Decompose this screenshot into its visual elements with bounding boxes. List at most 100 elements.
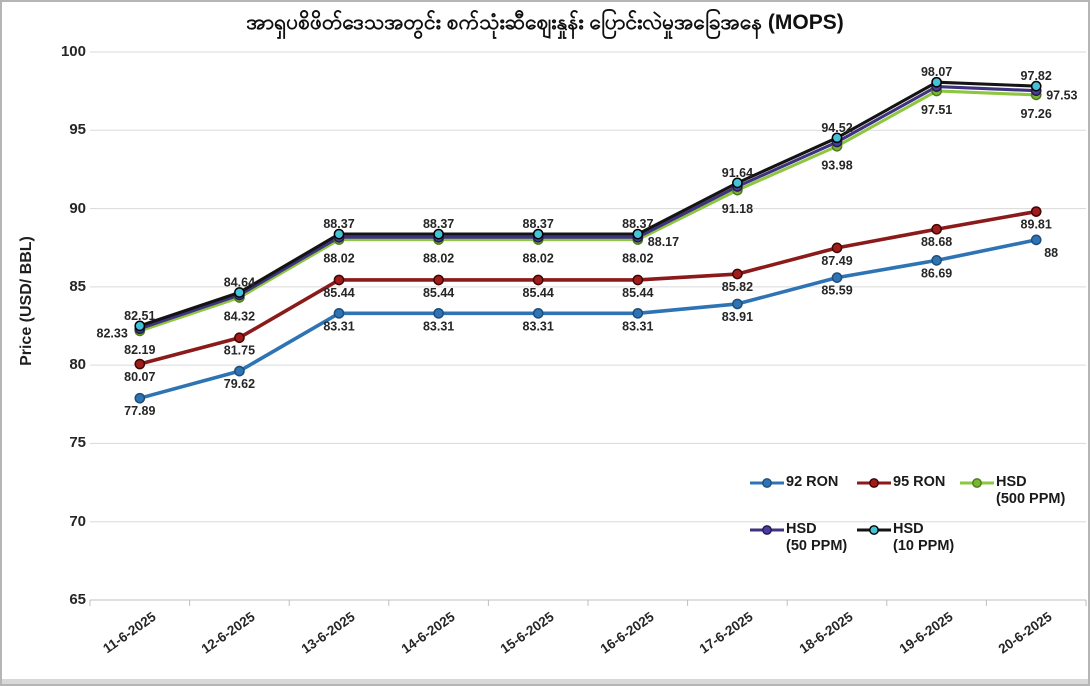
data-point-95-ron	[1030, 206, 1042, 217]
series-line-hsd-500-ppm	[138, 89, 1038, 333]
data-point-92-ron	[532, 307, 544, 319]
data-label-hsd-500-ppm: 84.32	[224, 310, 255, 324]
data-point-hsd-10-ppm	[931, 76, 942, 88]
data-label-hsd-10-ppm: 98.07	[921, 65, 952, 79]
legend-marker-icon	[857, 478, 891, 488]
data-point-92-ron	[433, 307, 444, 319]
data-label-92-ron: 77.89	[124, 404, 155, 418]
data-label-95-ron: 85.44	[323, 286, 354, 300]
data-point-95-ron	[931, 223, 942, 235]
legend-marker-icon	[750, 478, 784, 488]
legend-item-hsd-10-ppm: HSD (10 PPM)	[857, 521, 954, 555]
legend-marker-icon	[857, 525, 891, 535]
data-point-95-ron	[234, 332, 245, 344]
data-point-hsd-10-ppm	[1030, 80, 1042, 92]
data-label-95-ron: 87.49	[821, 254, 852, 268]
data-point-hsd-10-ppm	[632, 228, 644, 240]
data-label-92-ron: 85.59	[821, 284, 852, 298]
y-tick-label: 65	[69, 591, 86, 608]
data-point-95-ron	[732, 268, 743, 280]
data-label-hsd-10-ppm: 94.52	[821, 121, 852, 135]
legend-marker-icon	[960, 478, 994, 488]
data-label-hsd-500-ppm: 88.02	[323, 252, 354, 266]
data-label-hsd-500-ppm: 93.98	[821, 158, 852, 172]
data-point-hsd-10-ppm	[134, 320, 146, 332]
legend-label: 92 RON	[786, 474, 839, 490]
data-label-hsd-500-ppm: 88.02	[622, 252, 653, 266]
data-label-95-ron: 80.07	[124, 370, 155, 384]
data-label-92-ron: 79.62	[224, 377, 255, 391]
y-tick-label: 70	[69, 512, 86, 530]
data-point-hsd-10-ppm	[532, 228, 544, 240]
data-label-hsd-50-ppm: 88.17	[648, 235, 679, 249]
data-point-95-ron	[134, 358, 146, 370]
series-line-hsd-50-ppm	[138, 85, 1038, 331]
data-label-95-ron: 85.44	[622, 286, 653, 300]
data-point-95-ron	[532, 274, 544, 286]
series-line-95-ron	[138, 209, 1038, 366]
data-label-hsd-500-ppm: 88.02	[523, 252, 554, 266]
data-point-95-ron	[632, 274, 644, 286]
y-tick-label: 75	[69, 434, 86, 452]
data-label-95-ron: 85.44	[423, 286, 454, 300]
series-line-hsd-10-ppm	[138, 80, 1038, 328]
series-line-92-ron	[138, 238, 1038, 400]
data-point-92-ron	[134, 392, 146, 404]
data-label-92-ron: 83.31	[622, 319, 653, 333]
data-label-hsd-500-ppm: 88.02	[423, 252, 454, 266]
data-label-95-ron: 85.44	[523, 286, 554, 300]
data-label-hsd-10-ppm: 88.37	[523, 217, 554, 231]
legend-item-hsd-50-ppm: HSD (50 PPM)	[750, 521, 847, 555]
legend-label: HSD (10 PPM)	[893, 521, 955, 554]
data-label-92-ron: 88	[1044, 246, 1058, 260]
data-point-92-ron	[931, 255, 942, 266]
data-point-95-ron	[333, 274, 345, 286]
data-label-hsd-500-ppm: 97.51	[921, 103, 952, 117]
data-point-hsd-10-ppm	[831, 132, 843, 144]
data-point-92-ron	[234, 365, 245, 377]
legend-label: 95 RON	[893, 474, 946, 490]
data-point-hsd-10-ppm	[234, 287, 245, 298]
data-point-hsd-10-ppm	[433, 228, 444, 240]
data-label-hsd-10-ppm: 82.51	[124, 309, 155, 323]
data-label-hsd-10-ppm: 84.64	[224, 275, 255, 289]
data-point-92-ron	[732, 298, 743, 310]
data-label-hsd-50-ppm: 82.33	[97, 327, 128, 341]
data-label-hsd-10-ppm: 88.37	[423, 217, 454, 231]
legend-item-92-ron: 92 RON	[750, 474, 838, 491]
data-label-95-ron: 88.68	[921, 235, 952, 249]
y-tick-label: 95	[69, 121, 86, 139]
data-point-95-ron	[831, 242, 843, 254]
bottom-border-strip	[2, 679, 1088, 684]
y-tick-label: 90	[69, 199, 86, 217]
chart-title: အာရှပစိဖိတ်ဒေသအတွင်း စက်သုံးဆီဈေးနှုန်း …	[246, 11, 844, 34]
data-label-95-ron: 81.75	[224, 344, 255, 358]
data-label-92-ron: 83.31	[523, 319, 554, 333]
data-label-hsd-500-ppm: 82.19	[124, 343, 155, 357]
y-tick-label: 100	[60, 43, 86, 60]
y-tick-label: 85	[69, 277, 86, 295]
data-label-hsd-10-ppm: 88.37	[323, 217, 354, 231]
data-label-hsd-10-ppm: 88.37	[622, 217, 653, 231]
data-label-95-ron: 89.81	[1021, 218, 1052, 232]
legend-item-95-ron: 95 RON	[857, 474, 945, 491]
data-label-hsd-10-ppm: 91.64	[722, 166, 753, 180]
data-label-hsd-500-ppm: 97.26	[1021, 107, 1052, 121]
data-point-hsd-10-ppm	[333, 228, 345, 240]
legend-label: HSD (50 PPM)	[786, 521, 848, 554]
data-point-95-ron	[433, 274, 444, 286]
data-label-95-ron: 85.82	[722, 280, 753, 294]
data-point-hsd-10-ppm	[732, 177, 743, 189]
legend-item-hsd-500-ppm: HSD (500 PPM)	[960, 474, 1065, 508]
legend-marker-icon	[750, 525, 784, 535]
data-label-92-ron: 83.91	[722, 310, 753, 324]
data-label-hsd-50-ppm: 97.53	[1046, 89, 1077, 103]
data-point-92-ron	[831, 272, 843, 283]
legend-label: HSD (500 PPM)	[996, 474, 1066, 507]
data-label-92-ron: 86.69	[921, 266, 952, 280]
data-label-hsd-10-ppm: 97.82	[1021, 69, 1052, 83]
data-label-92-ron: 83.31	[423, 319, 454, 333]
data-label-92-ron: 83.31	[323, 319, 354, 333]
